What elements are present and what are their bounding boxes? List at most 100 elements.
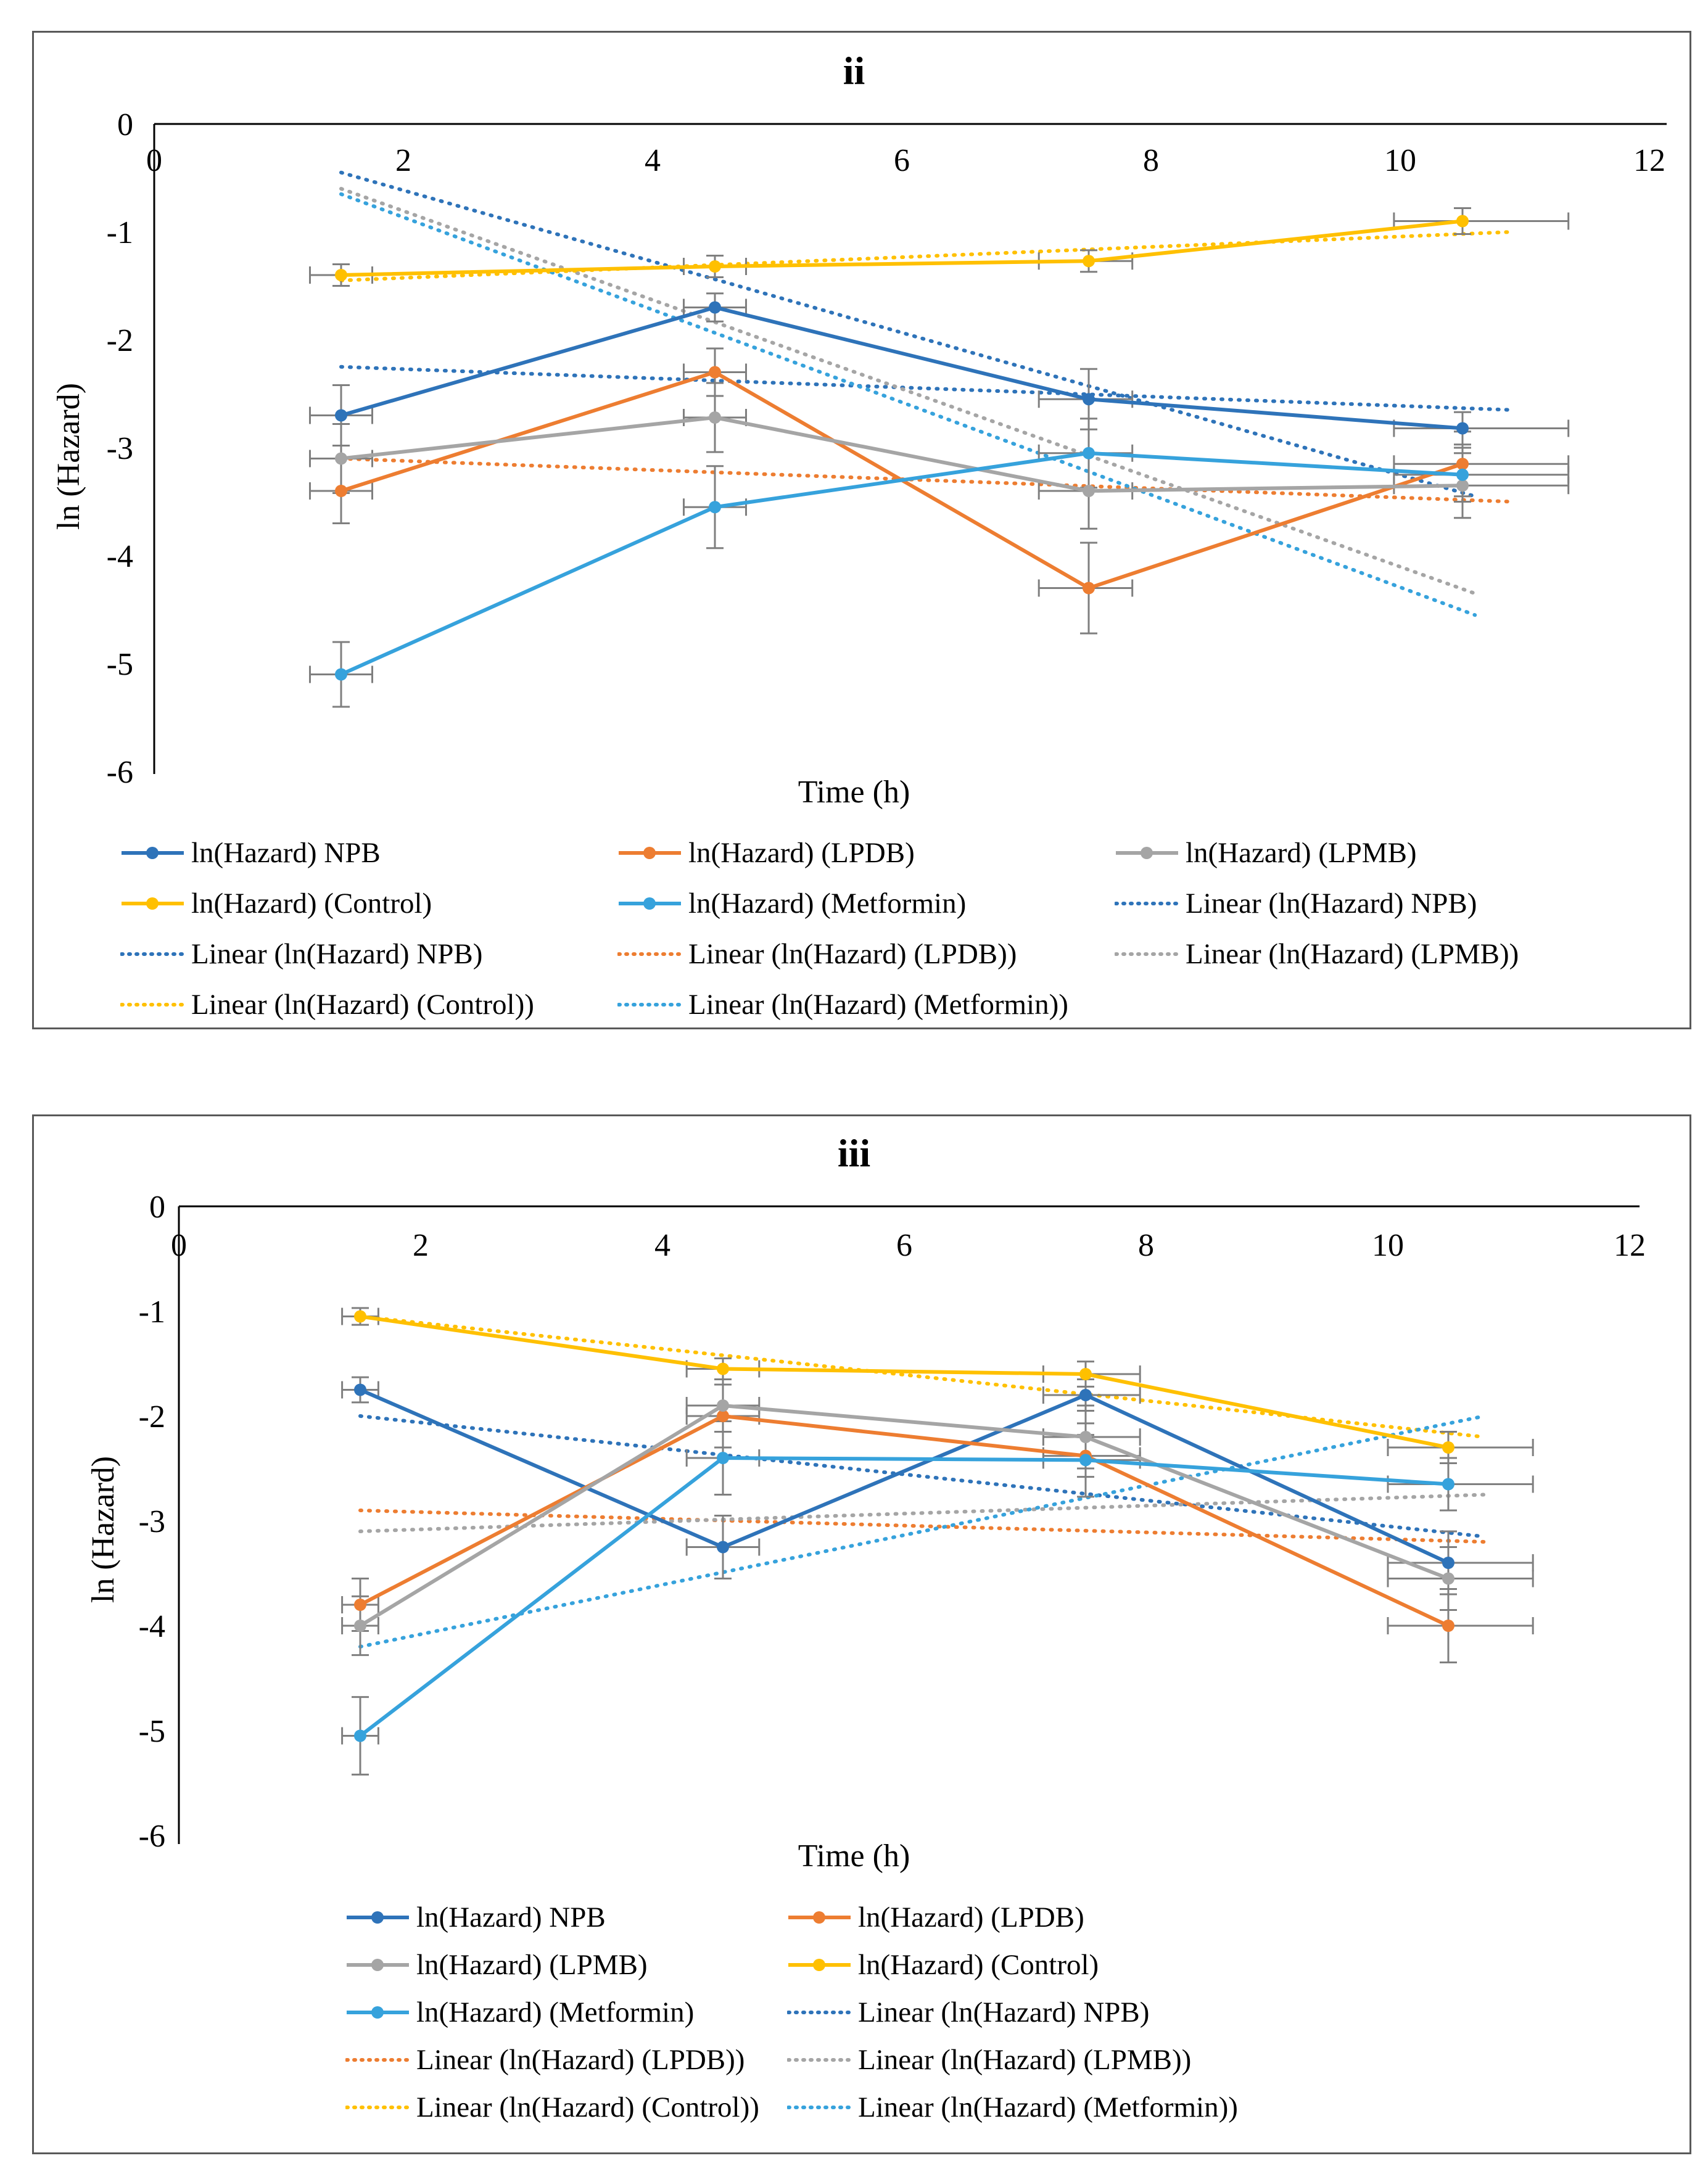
- data-point-npb: [717, 1541, 729, 1554]
- x-tick-label: 12: [1633, 143, 1665, 178]
- legend-item: ln(Hazard) (LPMB): [1115, 828, 1612, 878]
- x-tick-label: 8: [1143, 143, 1159, 178]
- chart-iii-title: iii: [837, 1131, 871, 1175]
- legend-label: Linear (ln(Hazard) (Metformin)): [688, 989, 1068, 1021]
- x-tick-label: 6: [896, 1228, 912, 1263]
- error-bars-lpdb: [341, 1383, 1534, 1663]
- chart-iii-yaxis-title: ln (Hazard): [86, 1456, 121, 1604]
- legend-label: Linear (ln(Hazard) NPB): [1186, 887, 1477, 920]
- legend-label: ln(Hazard) (LPMB): [416, 1948, 648, 1981]
- legend-label: Linear (ln(Hazard) (LPDB)): [688, 938, 1017, 970]
- legend-dotted-line-swatch-icon: [787, 2057, 852, 2062]
- data-point-lpmb: [1083, 485, 1095, 497]
- legend-label: ln(Hazard) (LPDB): [688, 837, 915, 869]
- legend-line-marker-swatch-icon: [619, 897, 681, 910]
- y-tick-label: 0: [149, 1190, 165, 1225]
- x-tick-label: 0: [171, 1228, 187, 1263]
- trendline-linear-npb: [358, 1414, 1487, 1539]
- data-point-npb: [335, 409, 347, 422]
- legend-label: Linear (ln(Hazard) NPB): [858, 1996, 1150, 2028]
- legend-line-marker-swatch-icon: [619, 847, 681, 859]
- data-point-control: [1083, 255, 1095, 268]
- data-point-npb: [1083, 393, 1095, 406]
- legend-label: ln(Hazard) (Control): [858, 1948, 1099, 1981]
- data-point-lpmb: [709, 411, 721, 424]
- legend-label: Linear (ln(Hazard) NPB): [191, 938, 483, 970]
- data-point-control: [709, 260, 721, 273]
- series-line-lpmb: [340, 416, 1463, 493]
- legend-line-marker-swatch-icon: [347, 2006, 409, 2019]
- y-tick-label: -2: [139, 1399, 165, 1435]
- legend-dotted-line-swatch-icon: [1115, 902, 1179, 905]
- legend-dotted-line-swatch-icon: [120, 1003, 185, 1007]
- legend-dotted-line-swatch-icon: [617, 1003, 682, 1007]
- x-tick-label: 10: [1384, 143, 1416, 178]
- series-line-lpdb: [359, 1414, 1450, 1628]
- legend-label: Linear (ln(Hazard) (LPMB)): [1186, 938, 1519, 970]
- trendline-linear-metformin: [339, 192, 1477, 617]
- legend-item: Linear (ln(Hazard) NPB): [787, 1988, 1274, 2036]
- legend-dotted-line-swatch-icon: [787, 2010, 852, 2014]
- legend-item: Linear (ln(Hazard) NPB): [120, 929, 617, 979]
- legend-label: ln(Hazard) (LPDB): [858, 1901, 1084, 1933]
- series-line-control: [340, 219, 1463, 277]
- trendline-linear-lpdb: [339, 456, 1514, 504]
- legend-label: ln(Hazard) NPB: [191, 837, 381, 869]
- series-line-control: [360, 1314, 1449, 1449]
- data-point-metformin: [1079, 1454, 1092, 1467]
- legend-item: ln(Hazard) (LPDB): [617, 828, 1115, 878]
- y-tick-label: -6: [139, 1819, 165, 1854]
- data-point-lpmb: [335, 452, 347, 465]
- legend-label: Linear (ln(Hazard) (Control)): [191, 989, 534, 1021]
- legend-item: ln(Hazard) (Metformin): [345, 1988, 787, 2036]
- trendline-linear-lpmb: [358, 1493, 1487, 1533]
- legend-item: Linear (ln(Hazard) (Metformin)): [787, 2083, 1274, 2131]
- data-point-metformin: [709, 501, 721, 514]
- data-point-lpdb: [1442, 1620, 1454, 1632]
- trendline-linear-npb-a: [339, 170, 1477, 498]
- data-point-lpdb: [354, 1599, 366, 1611]
- legend-line-marker-swatch-icon: [788, 1958, 851, 1971]
- legend-label: ln(Hazard) (Metformin): [416, 1996, 695, 2028]
- trendline-linear-control: [339, 230, 1514, 282]
- data-point-lpdb: [1083, 582, 1095, 595]
- legend-item: ln(Hazard) (Metformin): [617, 878, 1115, 929]
- x-tick-label: 10: [1372, 1228, 1404, 1263]
- legend-item: Linear (ln(Hazard) (LPDB)): [617, 929, 1115, 979]
- data-point-lpmb: [354, 1620, 366, 1632]
- x-tick-label: 4: [654, 1228, 670, 1263]
- chart-ii-plot: 0 2 4 6 8 10 12 0 -1 -2 -3 -4 -5 -6: [107, 107, 1667, 790]
- trendline-linear-lpdb: [358, 1509, 1487, 1544]
- y-tick-label: -5: [107, 647, 133, 682]
- legend-item: Linear (ln(Hazard) NPB): [1115, 878, 1612, 929]
- trendline-linear-metformin: [358, 1414, 1487, 1649]
- y-tick-label: -4: [139, 1609, 165, 1644]
- legend-label: Linear (ln(Hazard) (Metformin)): [858, 2091, 1238, 2123]
- trendline-linear-npb-b: [339, 364, 1514, 412]
- data-point-control: [1079, 1368, 1092, 1380]
- data-point-lpdb: [1456, 458, 1469, 471]
- legend-label: ln(Hazard) (LPMB): [1186, 837, 1417, 869]
- legend-line-marker-swatch-icon: [1116, 847, 1178, 859]
- data-point-npb: [354, 1383, 366, 1396]
- x-tick-label: 8: [1138, 1228, 1154, 1263]
- data-point-metformin: [1456, 468, 1469, 481]
- y-tick-label: -1: [139, 1295, 165, 1330]
- legend-item: Linear (ln(Hazard) (Control)): [345, 2083, 787, 2131]
- y-tick-label: 0: [117, 107, 133, 142]
- legend-dotted-line-swatch-icon: [1115, 952, 1179, 956]
- legend-item: ln(Hazard) (Control): [120, 878, 617, 929]
- data-point-npb: [1456, 422, 1469, 435]
- legend-label: Linear (ln(Hazard) (LPMB)): [858, 2043, 1192, 2076]
- legend-line-marker-swatch-icon: [347, 1958, 409, 1971]
- data-point-metformin: [717, 1452, 729, 1464]
- legend-dotted-line-swatch-icon: [345, 2057, 410, 2062]
- legend-label: Linear (ln(Hazard) (Control)): [416, 2091, 759, 2123]
- legend-dotted-line-swatch-icon: [787, 2105, 852, 2109]
- legend-item: Linear (ln(Hazard) (Control)): [120, 979, 617, 1030]
- data-point-control: [1442, 1441, 1454, 1454]
- trendline-linear-lpmb: [339, 187, 1477, 596]
- y-tick-label: -2: [107, 323, 133, 358]
